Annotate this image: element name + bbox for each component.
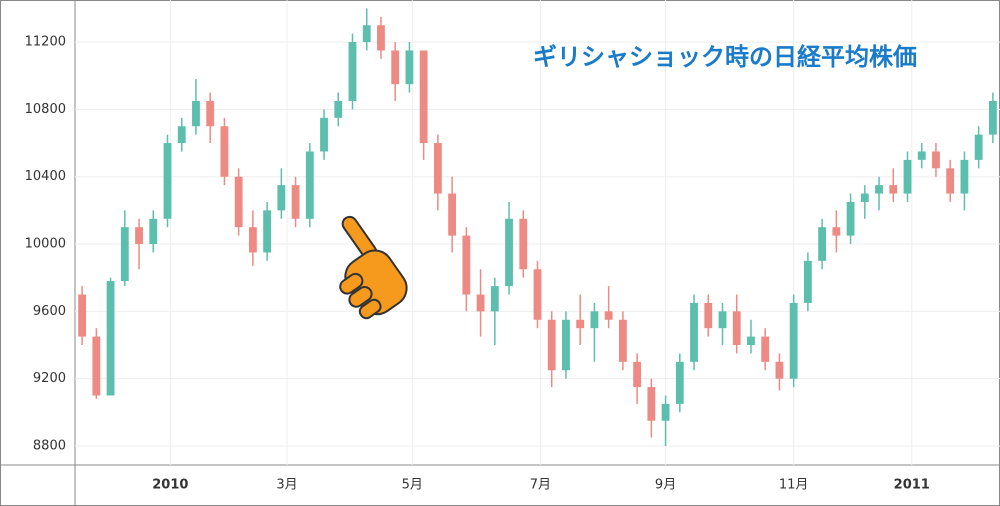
candle-body [305,151,314,219]
candle-body [192,100,200,127]
x-tick-label: 5月 [402,478,423,493]
candle-body [263,210,272,253]
x-tick-label: 2011 [894,478,930,493]
x-tick-label: 7月 [530,478,551,493]
candle-body [505,218,513,287]
candle-body [78,294,87,337]
candle-body [789,302,798,379]
candle-body [604,311,613,320]
candle-body [932,151,940,169]
candle-body [448,193,457,236]
candle-body [433,143,442,194]
candle-body [106,281,115,396]
candle-body [675,361,684,404]
candle-body [248,227,257,253]
candle-body [818,227,827,261]
candle-body [291,185,300,219]
y-tick-label: 9600 [33,304,66,319]
x-tick-label: 3月 [276,478,297,493]
candle-body [206,100,215,127]
candle-body [462,235,471,295]
candle-body [875,185,883,194]
candle-body [917,151,926,160]
hand-icon [339,215,408,320]
y-tick-label: 10400 [25,169,66,184]
candle-body [92,336,101,396]
y-tick-label: 10800 [25,102,66,117]
candle-body [846,201,855,236]
candle-body [718,311,727,329]
candle-body [377,25,385,51]
candle-body [747,336,755,346]
candle-body [988,100,997,135]
candles [78,8,997,446]
candle-body [547,319,556,371]
candle-body [960,159,969,194]
candle-body [618,319,627,362]
y-tick-label: 11200 [25,35,66,50]
candle-body [177,126,186,144]
candle-body [149,218,158,245]
candle-body [562,319,570,371]
candle-body [419,50,428,144]
candle-body [690,302,698,362]
candle-body [120,227,129,282]
candle-body [832,227,841,236]
candle-body [732,311,741,346]
candle-body [519,218,528,270]
candle-body [320,117,328,152]
candle-body [334,100,343,118]
candle-body [889,185,898,194]
candle-body [661,403,670,421]
candle-body [533,269,542,320]
candle-body [405,50,414,85]
candle-body [704,302,713,329]
candle-body [576,319,585,329]
x-tick-label: 11月 [779,478,809,493]
y-tick-label: 10000 [25,237,66,252]
candle-body [775,361,784,379]
candle-body [803,260,812,303]
candle-body [362,25,371,43]
candle-body [647,387,656,421]
candle-body [135,227,143,245]
candle-body [633,361,642,388]
y-tick-label: 8800 [33,438,66,453]
candle-body [234,176,243,228]
candle-body [220,126,229,177]
candle-body [476,294,485,312]
candle-body [490,286,499,312]
candle-body [391,50,400,85]
candle-body [903,159,912,194]
candle-body [974,134,983,160]
candle-body [946,168,955,194]
candle-body [590,311,599,329]
candle-body [163,143,172,219]
candle-body [277,185,286,211]
x-tick-label: 9月 [655,478,676,493]
y-tick-label: 9200 [33,371,66,386]
candle-body [860,193,869,202]
candle-body [761,336,770,362]
x-tick-label: 2010 [152,478,188,493]
candle-body [348,42,357,101]
chart-title: ギリシャショック時の日経平均株価 [533,43,917,71]
